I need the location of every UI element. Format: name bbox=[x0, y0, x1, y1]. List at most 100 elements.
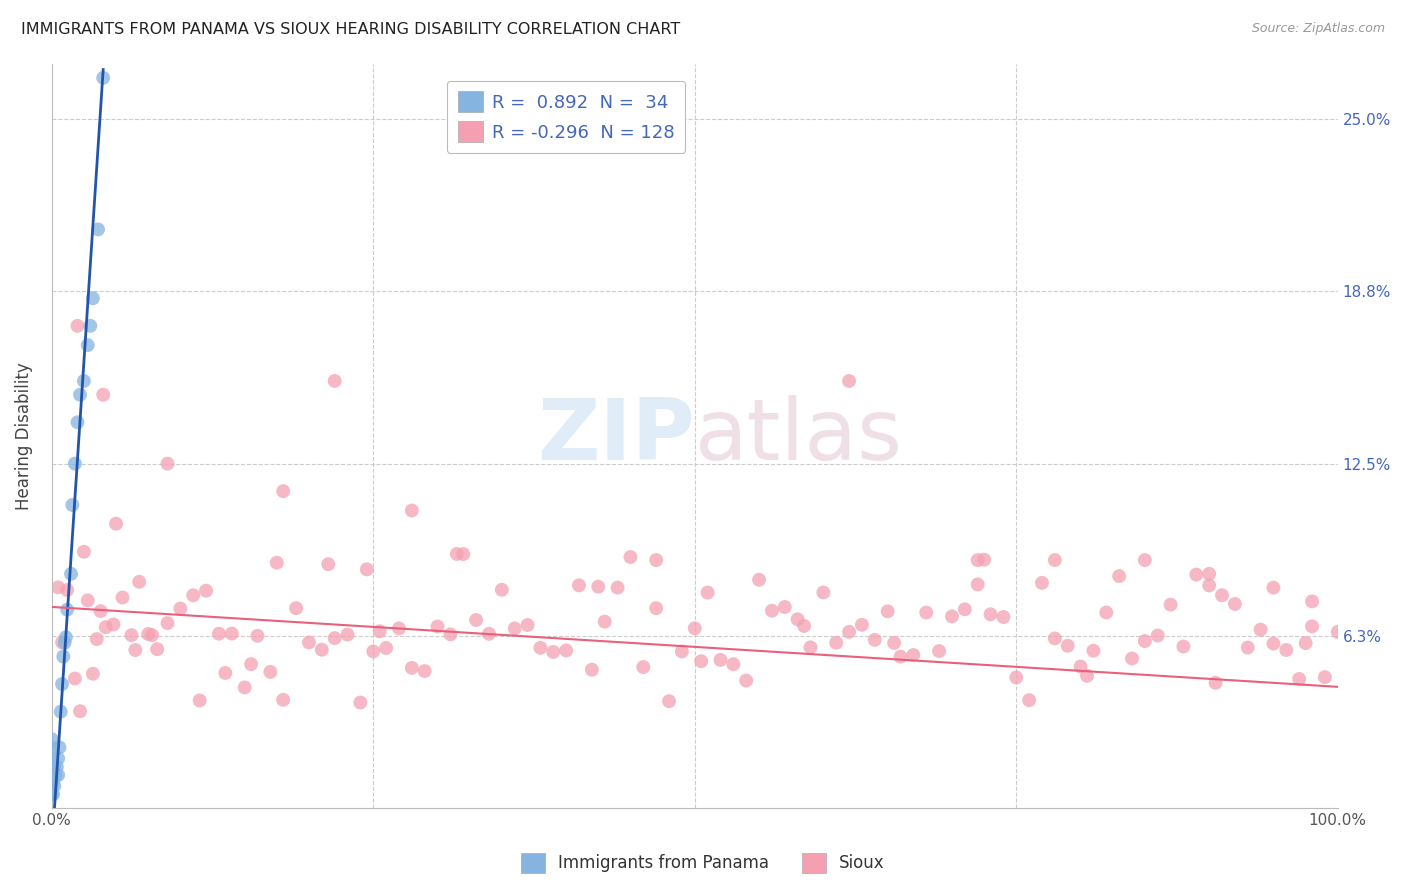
Point bbox=[1263, 581, 1285, 595]
Point bbox=[451, 547, 474, 561]
Point bbox=[465, 613, 488, 627]
Point bbox=[1043, 632, 1066, 646]
Point bbox=[1211, 588, 1233, 602]
Point bbox=[980, 607, 1002, 622]
Point bbox=[66, 415, 89, 429]
Point bbox=[1070, 659, 1092, 673]
Point bbox=[503, 622, 526, 636]
Point bbox=[838, 624, 860, 639]
Point bbox=[63, 672, 86, 686]
Point bbox=[66, 318, 89, 333]
Point bbox=[124, 643, 146, 657]
Point bbox=[356, 562, 378, 576]
Point bbox=[41, 740, 63, 755]
Point bbox=[773, 600, 796, 615]
Point bbox=[45, 760, 67, 774]
Point bbox=[1173, 640, 1195, 654]
Point bbox=[876, 604, 898, 618]
Point bbox=[543, 645, 565, 659]
Point bbox=[87, 222, 110, 236]
Point bbox=[336, 627, 359, 641]
Point bbox=[271, 693, 294, 707]
Point bbox=[349, 696, 371, 710]
Point bbox=[993, 610, 1015, 624]
Point bbox=[1133, 634, 1156, 648]
Point bbox=[105, 516, 128, 531]
Point bbox=[1133, 553, 1156, 567]
Point bbox=[1263, 637, 1285, 651]
Point bbox=[426, 619, 449, 633]
Point bbox=[761, 604, 783, 618]
Point bbox=[683, 621, 706, 635]
Point bbox=[79, 318, 101, 333]
Point bbox=[568, 578, 591, 592]
Point bbox=[941, 609, 963, 624]
Point bbox=[966, 577, 988, 591]
Point bbox=[1095, 606, 1118, 620]
Point bbox=[221, 626, 243, 640]
Point bbox=[1295, 636, 1317, 650]
Point bbox=[1223, 597, 1246, 611]
Point bbox=[42, 773, 65, 788]
Point bbox=[208, 626, 231, 640]
Legend: R =  0.892  N =  34, R = -0.296  N = 128: R = 0.892 N = 34, R = -0.296 N = 128 bbox=[447, 80, 686, 153]
Point bbox=[146, 642, 169, 657]
Point bbox=[671, 644, 693, 658]
Point bbox=[51, 635, 73, 649]
Point bbox=[128, 574, 150, 589]
Point bbox=[76, 338, 98, 352]
Point bbox=[593, 615, 616, 629]
Point bbox=[51, 677, 73, 691]
Point bbox=[690, 654, 713, 668]
Point bbox=[709, 653, 731, 667]
Point bbox=[375, 640, 398, 655]
Point bbox=[1056, 639, 1078, 653]
Point bbox=[82, 666, 104, 681]
Point bbox=[516, 618, 538, 632]
Point bbox=[825, 636, 848, 650]
Point bbox=[94, 620, 117, 634]
Point bbox=[658, 694, 681, 708]
Point bbox=[1018, 693, 1040, 707]
Point bbox=[786, 612, 808, 626]
Point bbox=[111, 591, 134, 605]
Point bbox=[863, 632, 886, 647]
Point bbox=[1031, 575, 1053, 590]
Point bbox=[555, 643, 578, 657]
Point bbox=[91, 70, 114, 85]
Point bbox=[42, 787, 65, 801]
Point bbox=[1236, 640, 1258, 655]
Point bbox=[748, 573, 770, 587]
Text: Source: ZipAtlas.com: Source: ZipAtlas.com bbox=[1251, 22, 1385, 36]
Point bbox=[645, 553, 668, 567]
Point bbox=[259, 665, 281, 679]
Point bbox=[46, 751, 69, 765]
Point bbox=[491, 582, 513, 597]
Point bbox=[966, 553, 988, 567]
Point bbox=[723, 657, 745, 672]
Point bbox=[169, 601, 191, 615]
Point bbox=[141, 628, 163, 642]
Point bbox=[1146, 628, 1168, 642]
Point bbox=[136, 627, 159, 641]
Point bbox=[619, 549, 641, 564]
Y-axis label: Hearing Disability: Hearing Disability bbox=[15, 362, 32, 510]
Point bbox=[240, 657, 263, 672]
Point bbox=[1198, 578, 1220, 592]
Point bbox=[529, 640, 551, 655]
Point bbox=[41, 787, 63, 801]
Text: IMMIGRANTS FROM PANAMA VS SIOUX HEARING DISABILITY CORRELATION CHART: IMMIGRANTS FROM PANAMA VS SIOUX HEARING … bbox=[21, 22, 681, 37]
Point bbox=[41, 751, 63, 765]
Point bbox=[46, 581, 69, 595]
Point bbox=[41, 773, 63, 788]
Point bbox=[46, 768, 69, 782]
Point bbox=[156, 616, 179, 631]
Point bbox=[633, 660, 655, 674]
Point bbox=[1108, 569, 1130, 583]
Point bbox=[60, 566, 83, 581]
Point bbox=[323, 374, 346, 388]
Point bbox=[48, 740, 70, 755]
Point bbox=[311, 642, 333, 657]
Point bbox=[439, 627, 461, 641]
Point bbox=[233, 681, 256, 695]
